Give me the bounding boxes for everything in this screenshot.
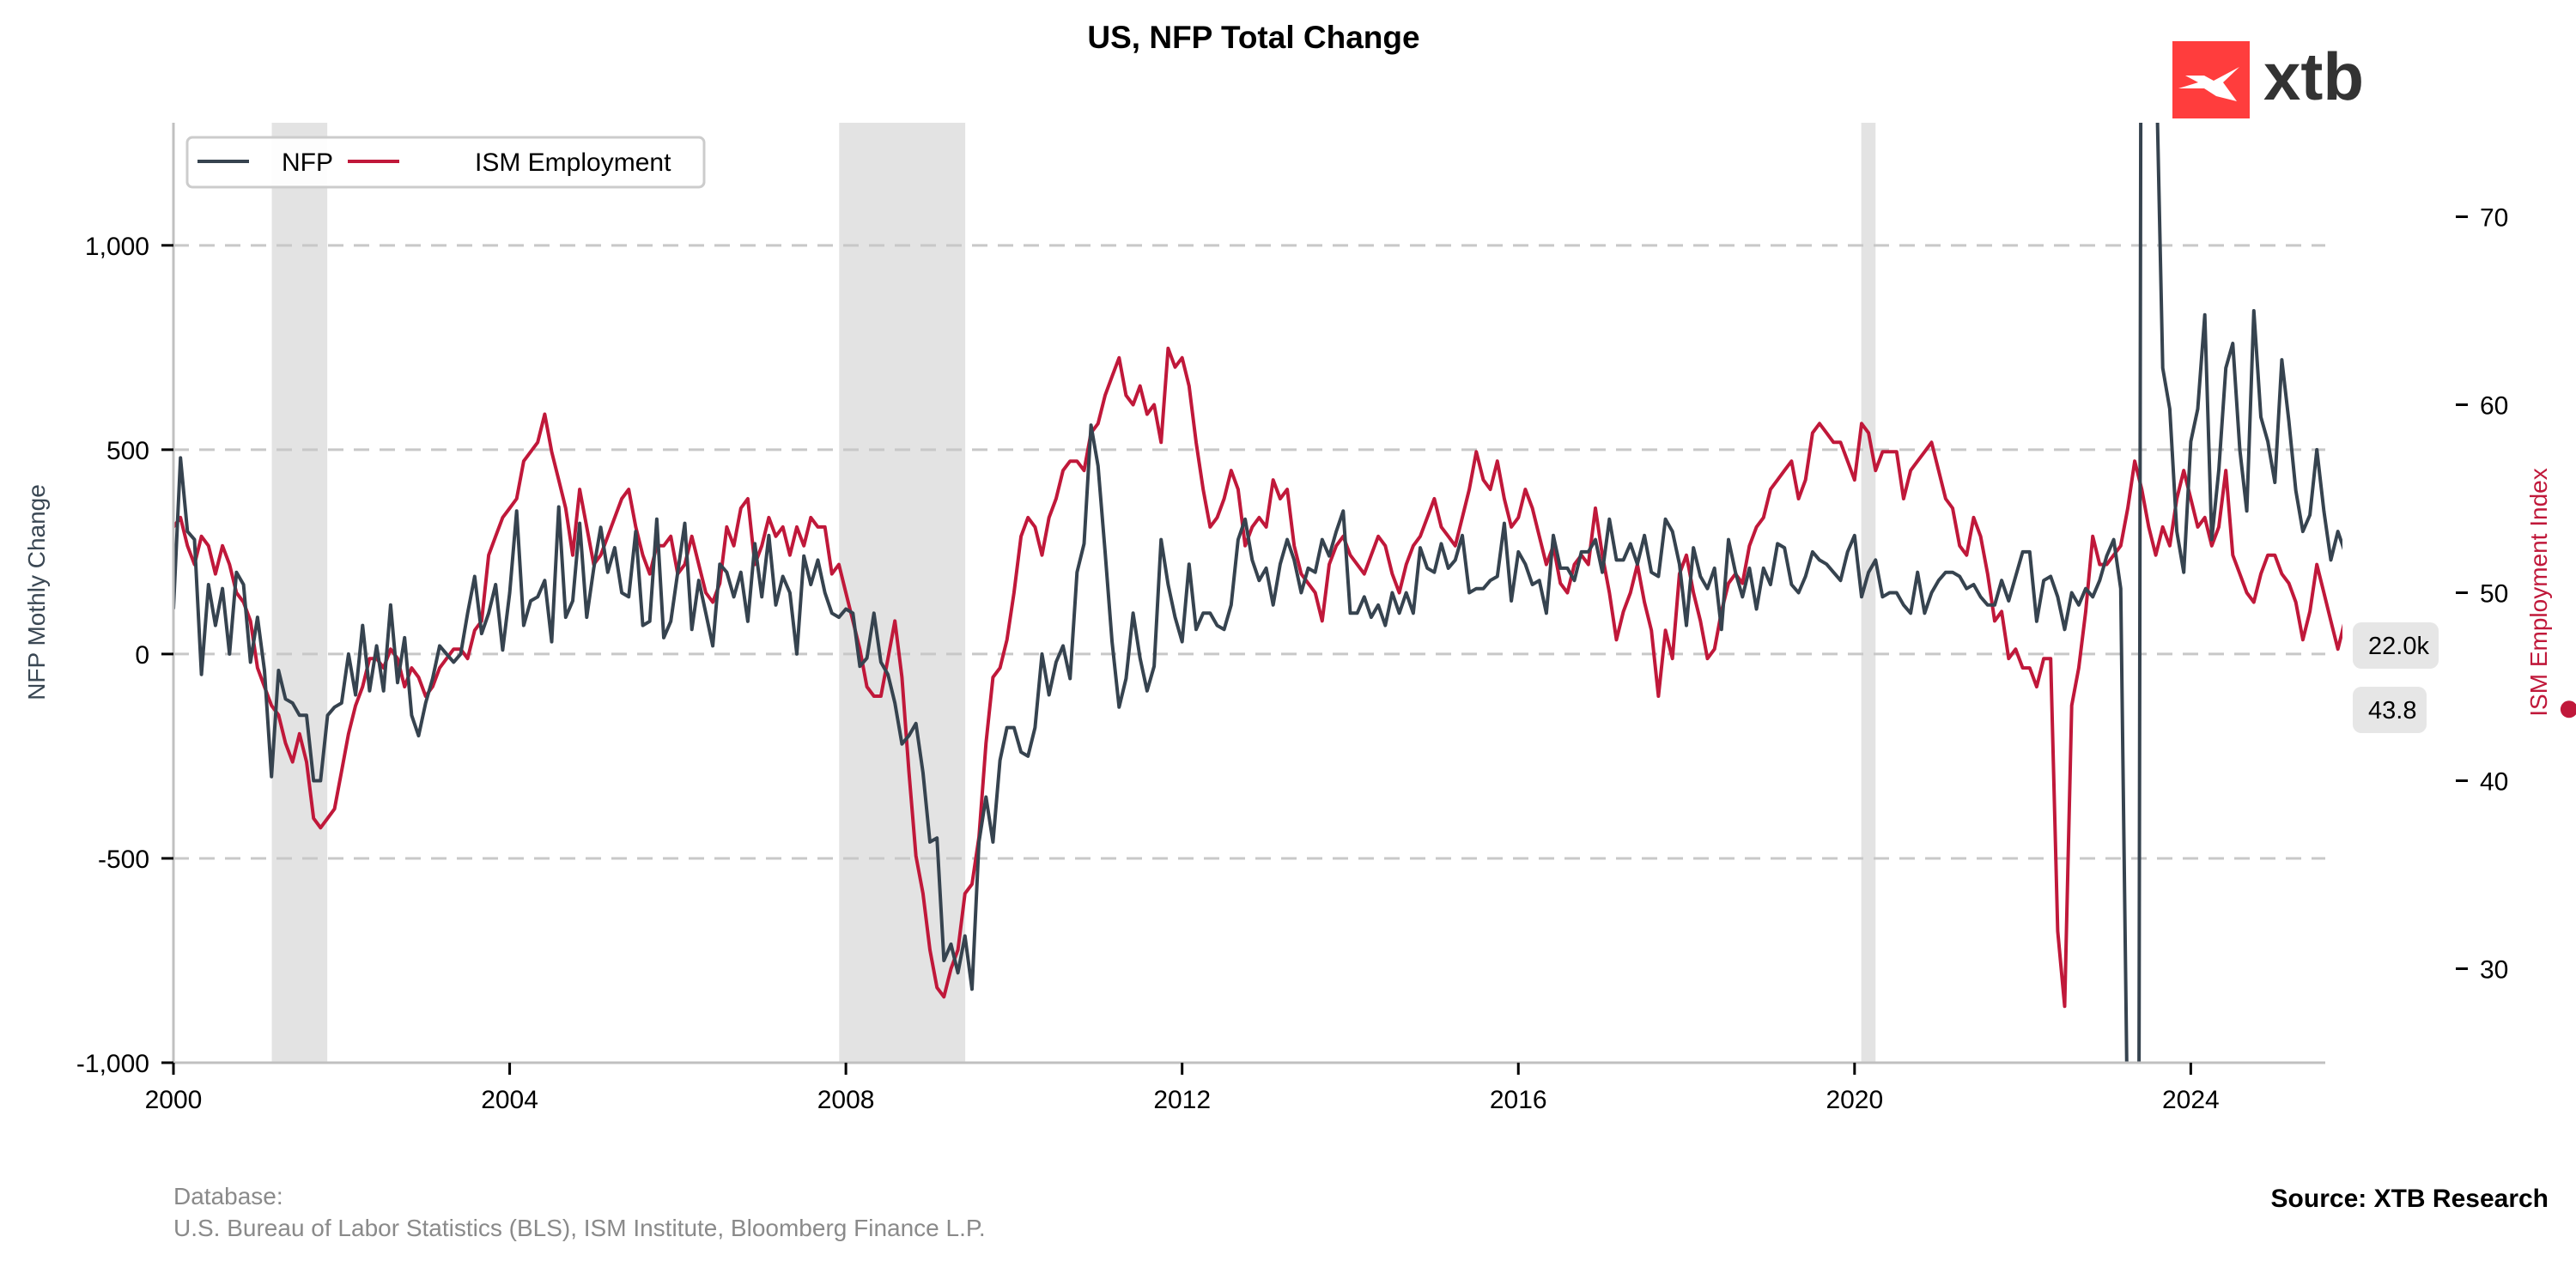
y-right-tick-label: 50 (2480, 580, 2508, 609)
y-tick-label: -1,000 (76, 1050, 149, 1078)
y-axis-ticks-left: -1,000 -500 0 500 1,000 (76, 233, 173, 1078)
y-tick-label: 1,000 (85, 233, 149, 261)
end-labels: 22.0k 43.8 (2353, 622, 2576, 733)
logo-x-icon (2178, 67, 2239, 101)
x-tick-label: 2020 (1826, 1086, 1883, 1114)
nfp-end-label-box (2353, 622, 2439, 669)
x-tick-label: 2008 (817, 1086, 875, 1114)
legend-box (185, 136, 706, 189)
ism-end-label-box (2353, 687, 2427, 733)
y-axis-label-right: ISM Employment Index (2525, 468, 2552, 716)
y-tick-label: -500 (98, 846, 149, 874)
x-tick-label: 2004 (481, 1086, 538, 1114)
logo-text: xtb (2263, 39, 2364, 114)
x-tick-label: 2000 (145, 1086, 203, 1114)
y-right-tick-label: 40 (2480, 768, 2508, 797)
y-tick-label: 500 (106, 437, 149, 465)
xtb-logo: xtb (2172, 39, 2364, 118)
legend-ism-label: ISM Employment (475, 149, 671, 177)
y-right-tick-label: 60 (2480, 392, 2508, 421)
legend: NFP ISM Employment (185, 136, 706, 189)
nfp-line (173, 123, 2342, 1063)
series-layer (173, 123, 2342, 1063)
ism-end-marker (2560, 700, 2576, 718)
chart-title: US, NFP Total Change (1087, 20, 1419, 55)
y-right-tick-label: 70 (2480, 204, 2508, 233)
y-right-tick-label: 30 (2480, 956, 2508, 985)
y-tick-label: 0 (135, 641, 149, 670)
legend-nfp-label: NFP (282, 149, 333, 177)
ism-employment-line (173, 346, 2342, 1009)
source-label: Source: XTB Research (2271, 1185, 2549, 1213)
database-label: Database: (173, 1183, 283, 1209)
y-axis-ticks-right: 30 40 50 60 70 (2456, 204, 2508, 985)
database-sources: U.S. Bureau of Labor Statistics (BLS), I… (173, 1215, 986, 1241)
nfp-end-label: 22.0k (2368, 633, 2429, 660)
x-tick-label: 2024 (2162, 1086, 2220, 1114)
recession-shading-layer (271, 123, 1876, 1063)
recession-band (271, 123, 328, 1063)
ism-end-label: 43.8 (2368, 697, 2416, 724)
recession-band (839, 123, 966, 1063)
x-tick-label: 2016 (1490, 1086, 1547, 1114)
x-axis-ticks: 2000 2004 2008 2012 2016 2020 2024 (145, 1063, 2220, 1114)
y-axis-label-left: NFP Mothly Change (23, 484, 50, 700)
recession-band (1861, 123, 1876, 1063)
x-tick-label: 2012 (1153, 1086, 1211, 1114)
